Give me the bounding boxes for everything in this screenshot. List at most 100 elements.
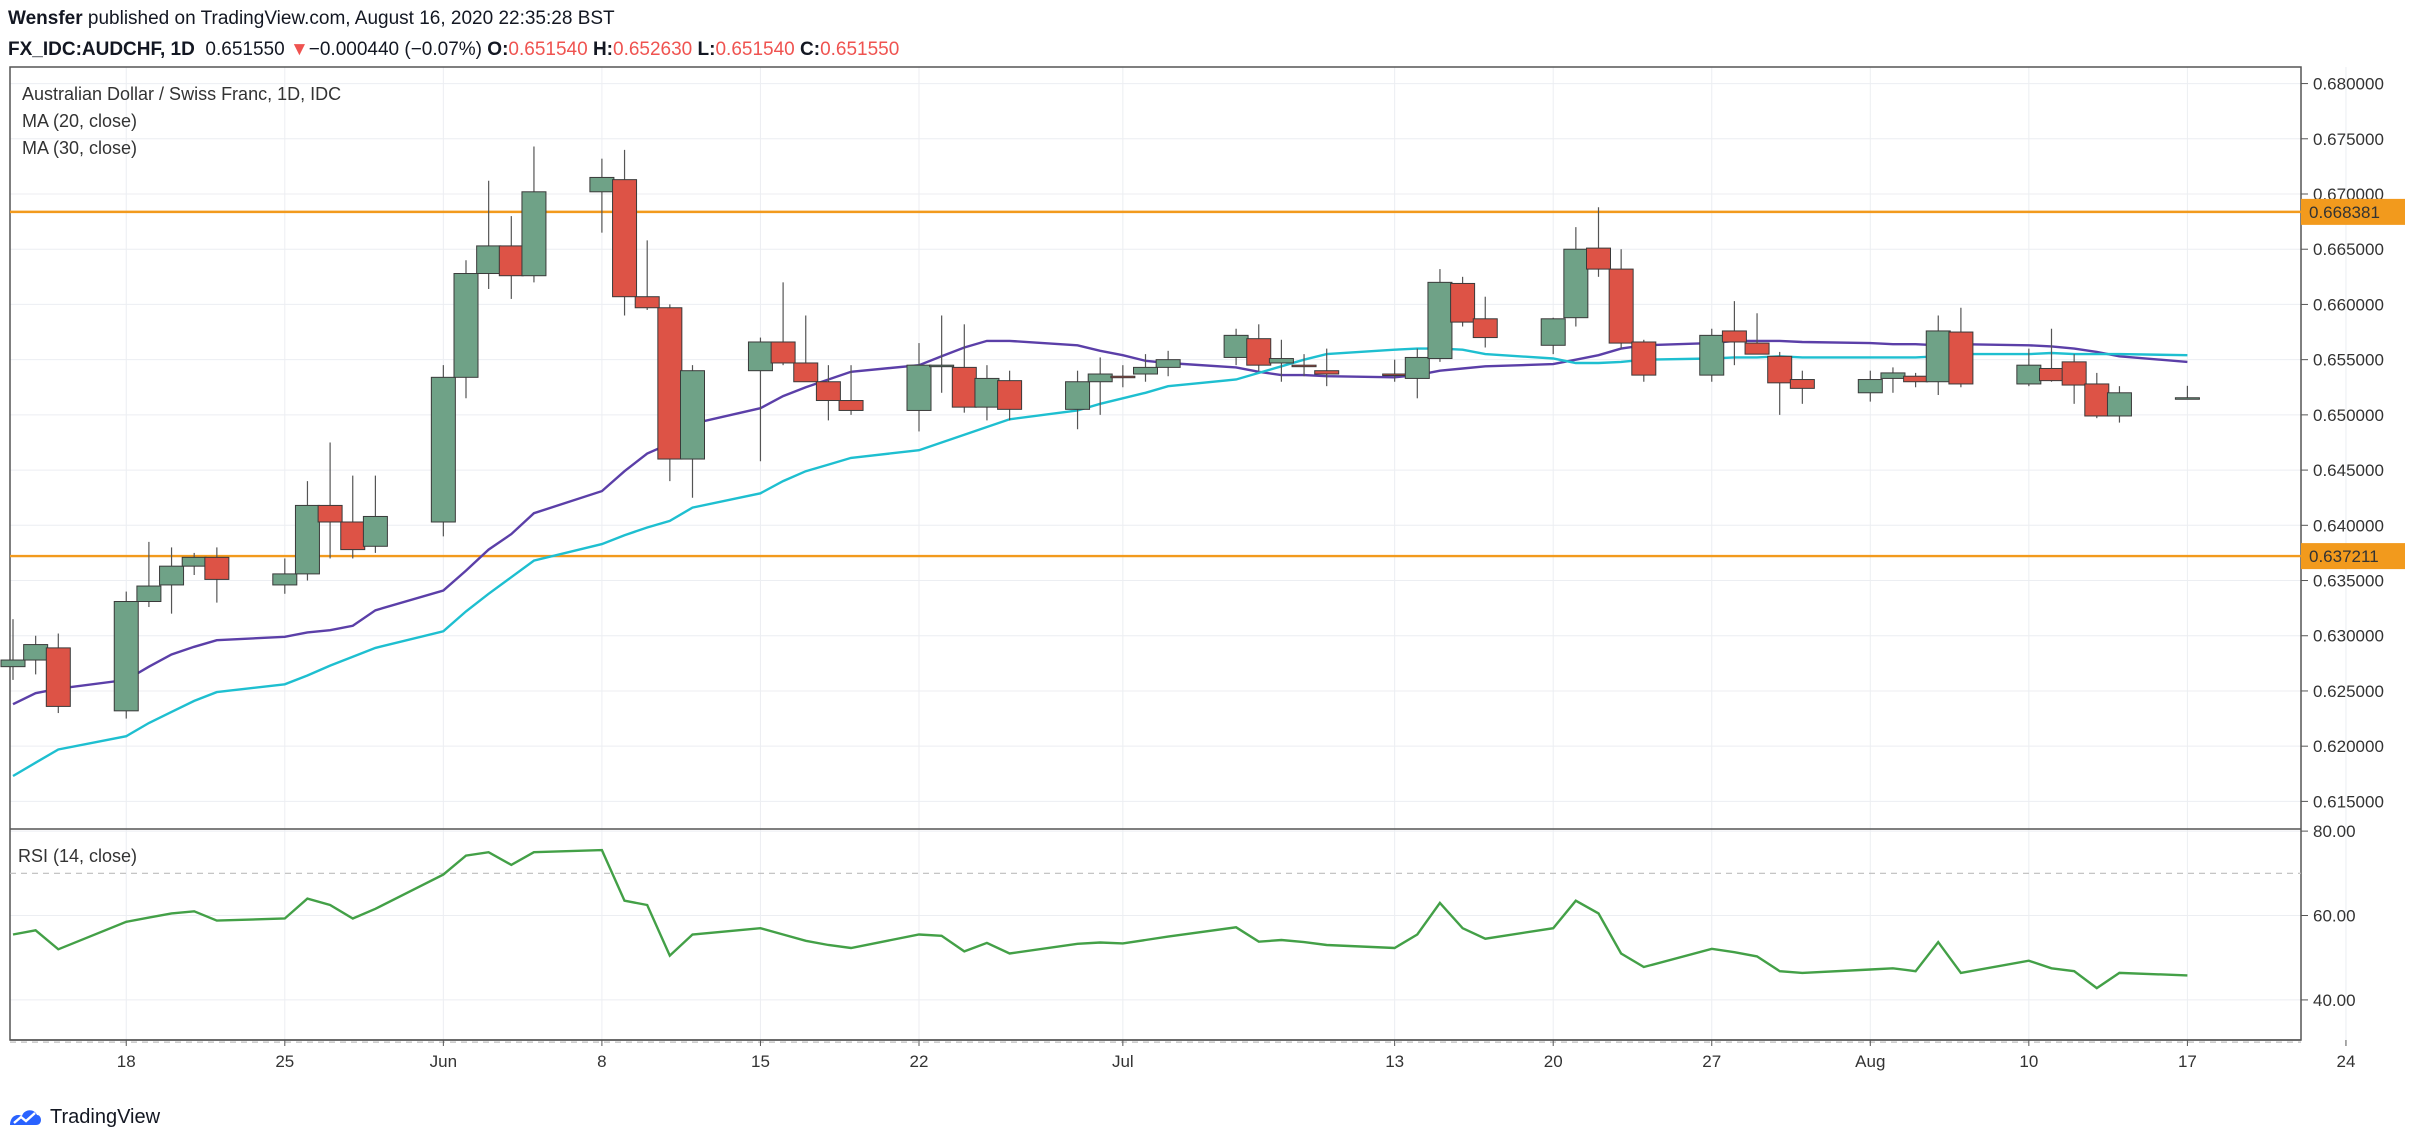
candle-down xyxy=(1450,282,1476,323)
candle-up xyxy=(1699,334,1725,376)
candle-down xyxy=(1744,342,1770,355)
candle-down xyxy=(838,400,864,411)
footer: TradingView xyxy=(8,1105,160,1129)
author-name[interactable]: Wensfer xyxy=(8,8,83,29)
x-tick-label: 8 xyxy=(597,1052,606,1071)
close-value: 0.651550 xyxy=(820,39,900,60)
candle-down xyxy=(317,504,343,523)
time-axis[interactable]: 18 25 Jun 8 15 22 Jul 13 20 27 Aug 10 17 24 xyxy=(117,1040,2356,1071)
x-tick-label: 25 xyxy=(275,1052,294,1071)
y-tick-label: 0.650000 xyxy=(2313,406,2384,425)
open-label: O: xyxy=(487,39,509,60)
level-price-badge xyxy=(2301,543,2405,570)
x-tick-label: 17 xyxy=(2178,1052,2197,1071)
candle-down xyxy=(1246,338,1272,366)
candle-up xyxy=(589,176,615,193)
candle-up xyxy=(294,504,320,575)
level-price-badge xyxy=(2301,198,2405,225)
candle-up xyxy=(23,644,49,661)
candle-down xyxy=(1789,379,1815,389)
x-tick-label: 20 xyxy=(1544,1052,1563,1071)
tradingview-logo-icon xyxy=(10,1110,41,1125)
candle-up xyxy=(1268,358,1294,364)
candle-down xyxy=(1767,355,1793,384)
rsi-legend[interactable]: RSI (14, close) xyxy=(18,846,137,866)
x-tick-label: Aug xyxy=(1855,1052,1885,1071)
candles xyxy=(0,146,2200,719)
candle-up xyxy=(1925,330,1951,383)
candle-down xyxy=(657,307,683,460)
rsi-tick-label: 60.00 xyxy=(2313,907,2356,926)
candle-up xyxy=(1880,372,1906,379)
candle-down xyxy=(1608,268,1634,344)
x-tick-label: 15 xyxy=(751,1052,770,1071)
x-tick-label: Jul xyxy=(1112,1052,1134,1071)
rsi-axis[interactable]: 80.00 60.00 40.00 xyxy=(2301,822,2356,1010)
candle-down xyxy=(1586,247,1611,270)
candle-up xyxy=(1087,373,1113,383)
x-tick-label: 24 xyxy=(2336,1052,2355,1071)
candle-down xyxy=(951,366,977,408)
candle-up xyxy=(747,341,773,372)
y-tick-label: 0.645000 xyxy=(2313,461,2384,480)
candle-down xyxy=(793,362,819,383)
candle-down xyxy=(2084,383,2110,417)
y-tick-label: 0.615000 xyxy=(2313,792,2384,811)
candle-down xyxy=(1721,330,1747,343)
symbol-label: FX_IDC:AUDCHF, 1D xyxy=(8,39,195,60)
candle-down xyxy=(204,556,230,580)
x-tick-label: 13 xyxy=(1385,1052,1404,1071)
ma20-legend[interactable]: MA (20, close) xyxy=(22,111,137,131)
published-text: published on TradingView.com, August 16,… xyxy=(82,8,615,29)
candle-down xyxy=(1903,375,1929,383)
candle-up xyxy=(136,585,162,603)
candle-down xyxy=(612,179,638,298)
low-label: L: xyxy=(697,39,716,60)
high-label: H: xyxy=(592,39,613,60)
rsi-line xyxy=(12,848,2188,990)
price-axis[interactable]: 0.6800000.6750000.6700000.6650000.660000… xyxy=(2301,75,2405,812)
open-value: 0.651540 xyxy=(508,39,588,60)
candle-up xyxy=(929,364,955,368)
candle-down xyxy=(1110,375,1136,379)
candle-up xyxy=(1155,359,1181,368)
candle-down xyxy=(1472,318,1498,339)
candle-up xyxy=(1427,281,1453,360)
candle-down xyxy=(997,380,1023,410)
candle-up xyxy=(974,377,1000,408)
rsi-tick-label: 80.00 xyxy=(2313,822,2356,841)
ma30-legend[interactable]: MA (30, close) xyxy=(22,138,137,158)
candle-down xyxy=(815,381,841,402)
y-tick-label: 0.630000 xyxy=(2313,627,2384,646)
horizontal-levels xyxy=(10,210,2301,558)
candle-up xyxy=(2016,364,2042,385)
candle-up xyxy=(2174,397,2200,400)
candle-up xyxy=(1065,381,1091,410)
candle-down xyxy=(2039,367,2064,382)
x-tick-label: 10 xyxy=(2019,1052,2038,1071)
grid xyxy=(10,67,2347,1040)
chart-header: Wensfer published on TradingView.com, Au… xyxy=(8,6,899,62)
candle-down xyxy=(1314,370,1340,375)
y-tick-label: 0.635000 xyxy=(2313,572,2384,591)
candle-down xyxy=(634,296,660,309)
candle-up xyxy=(430,376,456,523)
footer-brand[interactable]: TradingView xyxy=(50,1105,161,1128)
candle-up xyxy=(906,364,932,411)
candle-up xyxy=(181,556,207,567)
ma20-line xyxy=(12,339,2188,706)
change-value: −0.000440 (−0.07%) xyxy=(308,39,483,60)
candle-up xyxy=(0,659,26,668)
close-label: C: xyxy=(800,39,821,60)
candle-up xyxy=(476,245,502,275)
high-value: 0.652630 xyxy=(613,39,693,60)
x-tick-label: 18 xyxy=(117,1052,136,1071)
x-tick-label: 27 xyxy=(1702,1052,1721,1071)
y-tick-label: 0.655000 xyxy=(2313,351,2384,370)
rsi-tick-label: 40.00 xyxy=(2313,991,2356,1010)
ohlc-line: FX_IDC:AUDCHF, 1D 0.651550 ▼−0.000440 (−… xyxy=(8,37,899,62)
candle-up xyxy=(362,515,388,547)
candle-down xyxy=(340,521,366,551)
candle-up xyxy=(1857,379,1883,394)
